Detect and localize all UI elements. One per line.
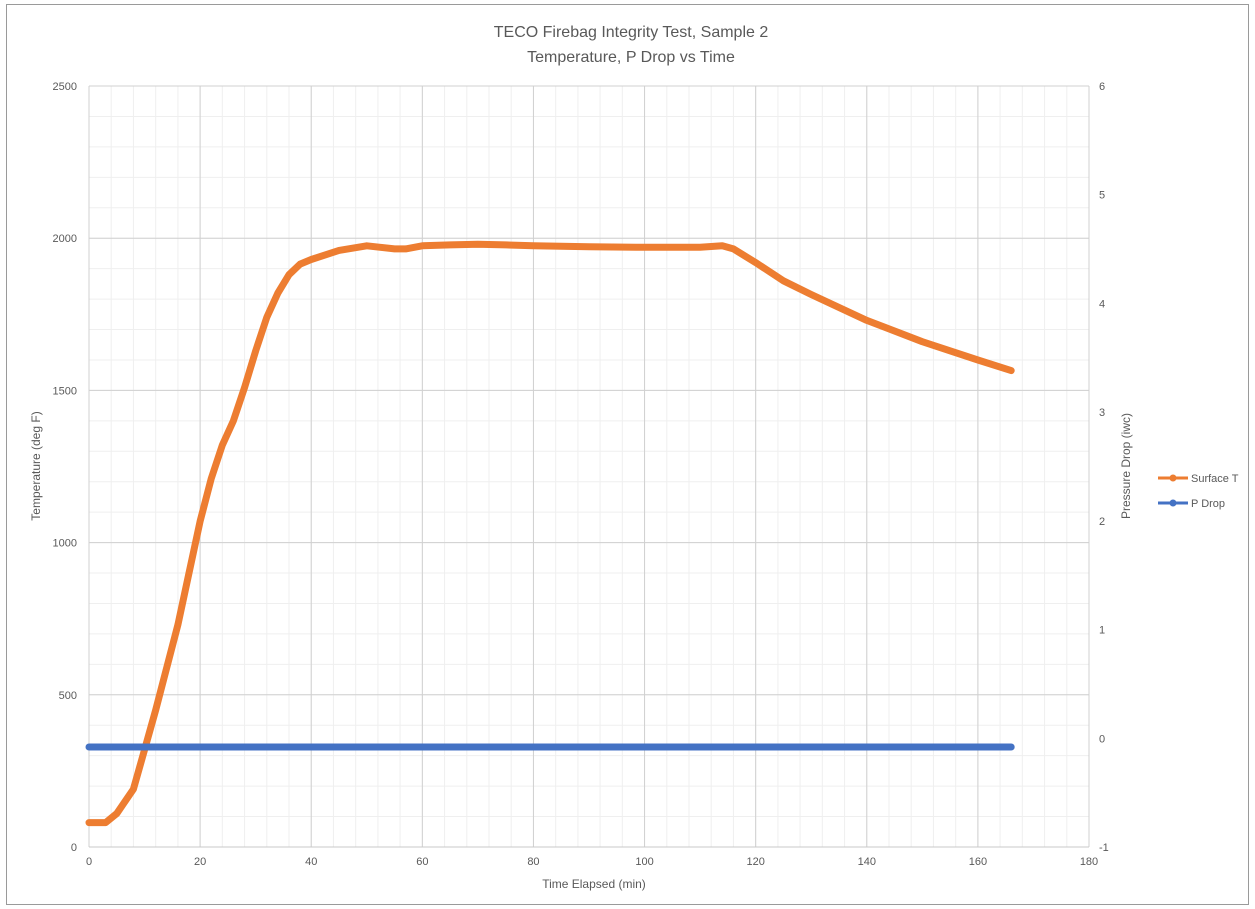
series-line-surface-t: [85, 240, 1015, 827]
y2-tick-label: 2: [1099, 516, 1105, 528]
chart-frame: [6, 4, 1249, 905]
y-tick-label: 0: [71, 842, 77, 854]
x-tick-label: 80: [527, 856, 539, 868]
y-tick-label: 500: [59, 690, 77, 702]
legend-swatch-marker: [1169, 474, 1177, 482]
legend-label: Surface T: [1191, 473, 1239, 485]
y2-tick-label: 5: [1099, 190, 1105, 202]
y2-tick-label: 1: [1099, 625, 1105, 637]
y-tick-label: 1000: [53, 538, 77, 550]
y2-axis-title: Pressure Drop (iwc): [1119, 413, 1133, 519]
grid-lines: [88, 85, 1090, 848]
y2-tick-label: 0: [1099, 733, 1105, 745]
y-tick-label: 2500: [53, 81, 77, 93]
x-axis-title: Time Elapsed (min): [542, 877, 646, 891]
x-tick-label: 180: [1080, 856, 1098, 868]
chart-title: TECO Firebag Integrity Test, Sample 2: [494, 24, 769, 41]
x-tick-label: 20: [194, 856, 206, 868]
y2-tick-label: -1: [1099, 842, 1109, 854]
y2-tick-label: 3: [1099, 407, 1105, 419]
axes: 0 20 40 60 80 100 120 140 160 1800500100015002000…: [53, 81, 1109, 868]
y-axis-title: Temperature (deg F): [29, 411, 43, 520]
y2-tick-label: 4: [1099, 298, 1105, 310]
x-tick-label: 100: [635, 856, 653, 868]
legend-swatch-marker: [1169, 499, 1177, 507]
y-tick-label: 1500: [53, 385, 77, 397]
x-tick-label: 120: [746, 856, 764, 868]
y-tick-label: 2000: [53, 233, 77, 245]
x-tick-label: 0: [86, 856, 92, 868]
chart-subtitle: Temperature, P Drop vs Time: [527, 49, 735, 66]
legend: Surface T P Drop: [1158, 473, 1239, 510]
x-tick-label: 40: [305, 856, 317, 868]
x-tick-label: 60: [416, 856, 428, 868]
legend-label: P Drop: [1191, 498, 1225, 510]
data-series: [85, 240, 1015, 827]
x-tick-label: 140: [858, 856, 876, 868]
y2-tick-label: 6: [1099, 81, 1105, 93]
x-tick-label: 160: [969, 856, 987, 868]
